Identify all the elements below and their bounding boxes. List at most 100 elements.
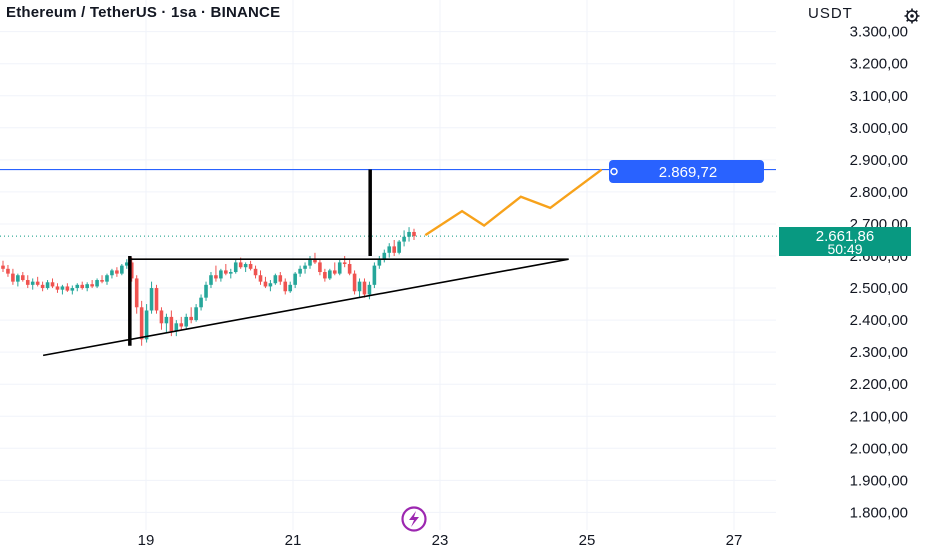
candle[interactable] bbox=[115, 267, 119, 277]
candle[interactable] bbox=[45, 280, 50, 290]
candle[interactable] bbox=[243, 262, 248, 273]
candle[interactable] bbox=[129, 257, 134, 282]
candle[interactable] bbox=[154, 284, 159, 314]
candle[interactable] bbox=[124, 259, 129, 269]
candle[interactable] bbox=[293, 272, 297, 289]
candle[interactable] bbox=[258, 270, 263, 285]
candle-body bbox=[248, 264, 253, 269]
candle[interactable] bbox=[179, 316, 184, 330]
candle[interactable] bbox=[209, 272, 213, 289]
price-tick-label: 2.900,00 bbox=[850, 152, 908, 169]
candle[interactable] bbox=[100, 275, 104, 284]
candle[interactable] bbox=[139, 300, 144, 346]
price-tick-label: 3.200,00 bbox=[850, 56, 908, 73]
candle[interactable] bbox=[352, 270, 357, 295]
candle[interactable] bbox=[412, 228, 416, 240]
current-price-badge: 2.661,86 50:49 bbox=[779, 227, 911, 257]
candle[interactable] bbox=[357, 278, 362, 298]
price-axis[interactable]: 3.300,00 3.200,00 3.100,00 3.000,00 2.900,00… bbox=[850, 24, 908, 522]
candle[interactable] bbox=[248, 260, 253, 271]
candle[interactable] bbox=[228, 268, 233, 279]
candle[interactable] bbox=[273, 273, 278, 285]
candle-body bbox=[144, 310, 149, 340]
candle[interactable] bbox=[337, 259, 342, 276]
candle[interactable] bbox=[392, 239, 396, 256]
candle[interactable] bbox=[224, 264, 228, 276]
candle[interactable] bbox=[1, 260, 5, 273]
candle[interactable] bbox=[323, 268, 327, 282]
candle[interactable] bbox=[40, 281, 45, 292]
candle[interactable] bbox=[25, 275, 30, 289]
chart-title: Ethereum / TetherUS · 1sa · BINANCE bbox=[6, 4, 281, 21]
candle[interactable] bbox=[372, 262, 377, 289]
candle[interactable] bbox=[199, 294, 203, 311]
candle[interactable] bbox=[382, 249, 387, 263]
candle[interactable] bbox=[50, 278, 55, 289]
candle[interactable] bbox=[149, 281, 154, 314]
candle[interactable] bbox=[11, 268, 15, 285]
candle[interactable] bbox=[268, 280, 273, 292]
candle[interactable] bbox=[90, 280, 94, 289]
candle[interactable] bbox=[174, 320, 179, 337]
lightning-logo-icon[interactable] bbox=[401, 506, 427, 532]
candle[interactable] bbox=[362, 278, 367, 298]
candle[interactable] bbox=[313, 252, 317, 265]
candle[interactable] bbox=[318, 259, 322, 276]
candle[interactable] bbox=[407, 227, 411, 242]
candle[interactable] bbox=[233, 259, 238, 274]
candle[interactable] bbox=[204, 281, 208, 301]
candle[interactable] bbox=[347, 259, 352, 276]
candle[interactable] bbox=[214, 265, 218, 282]
candle-body bbox=[139, 307, 144, 340]
candle[interactable] bbox=[263, 276, 268, 289]
candle[interactable] bbox=[377, 256, 382, 269]
candle[interactable] bbox=[303, 262, 307, 274]
candle[interactable] bbox=[55, 283, 60, 293]
candle[interactable] bbox=[60, 284, 65, 295]
candle[interactable] bbox=[6, 264, 10, 277]
candle[interactable] bbox=[397, 239, 401, 255]
gear-icon[interactable] bbox=[904, 8, 920, 24]
candle[interactable] bbox=[332, 262, 337, 276]
candle[interactable] bbox=[75, 283, 80, 292]
candle[interactable] bbox=[402, 230, 406, 247]
candle[interactable] bbox=[159, 307, 164, 330]
candle[interactable] bbox=[30, 278, 35, 290]
candle[interactable] bbox=[298, 265, 302, 277]
candle[interactable] bbox=[194, 304, 198, 322]
candlestick-series[interactable] bbox=[1, 227, 416, 346]
candle[interactable] bbox=[328, 268, 332, 281]
candle[interactable] bbox=[288, 281, 293, 293]
candle[interactable] bbox=[278, 272, 283, 285]
candle[interactable] bbox=[110, 268, 114, 279]
candle[interactable] bbox=[134, 275, 139, 314]
candle[interactable] bbox=[283, 278, 288, 295]
currency-label[interactable]: USDT bbox=[808, 5, 853, 22]
candle[interactable] bbox=[16, 273, 20, 287]
candle[interactable] bbox=[120, 264, 124, 276]
support-line[interactable] bbox=[42, 258, 569, 357]
candle[interactable] bbox=[189, 307, 193, 324]
time-axis[interactable]: 19 21 23 25 27 bbox=[138, 532, 743, 549]
price-tick-label: 2.100,00 bbox=[850, 408, 908, 425]
candle[interactable] bbox=[184, 313, 189, 330]
candle[interactable] bbox=[387, 243, 392, 258]
candle[interactable] bbox=[219, 268, 223, 282]
projection-path[interactable] bbox=[424, 168, 603, 237]
candle-body bbox=[318, 262, 322, 273]
candle[interactable] bbox=[253, 265, 258, 279]
candle[interactable] bbox=[70, 285, 75, 295]
target-price-badge[interactable]: 2.869,72 bbox=[609, 160, 764, 183]
candle[interactable] bbox=[35, 276, 40, 287]
candle[interactable] bbox=[105, 273, 109, 285]
candle[interactable] bbox=[21, 272, 25, 282]
candle[interactable] bbox=[85, 282, 89, 292]
candle[interactable] bbox=[164, 313, 169, 333]
candle-body bbox=[352, 273, 357, 292]
candle[interactable] bbox=[95, 278, 99, 289]
candle[interactable] bbox=[65, 283, 70, 292]
candle[interactable] bbox=[308, 256, 312, 269]
candle[interactable] bbox=[80, 281, 85, 290]
candle[interactable] bbox=[342, 256, 347, 268]
